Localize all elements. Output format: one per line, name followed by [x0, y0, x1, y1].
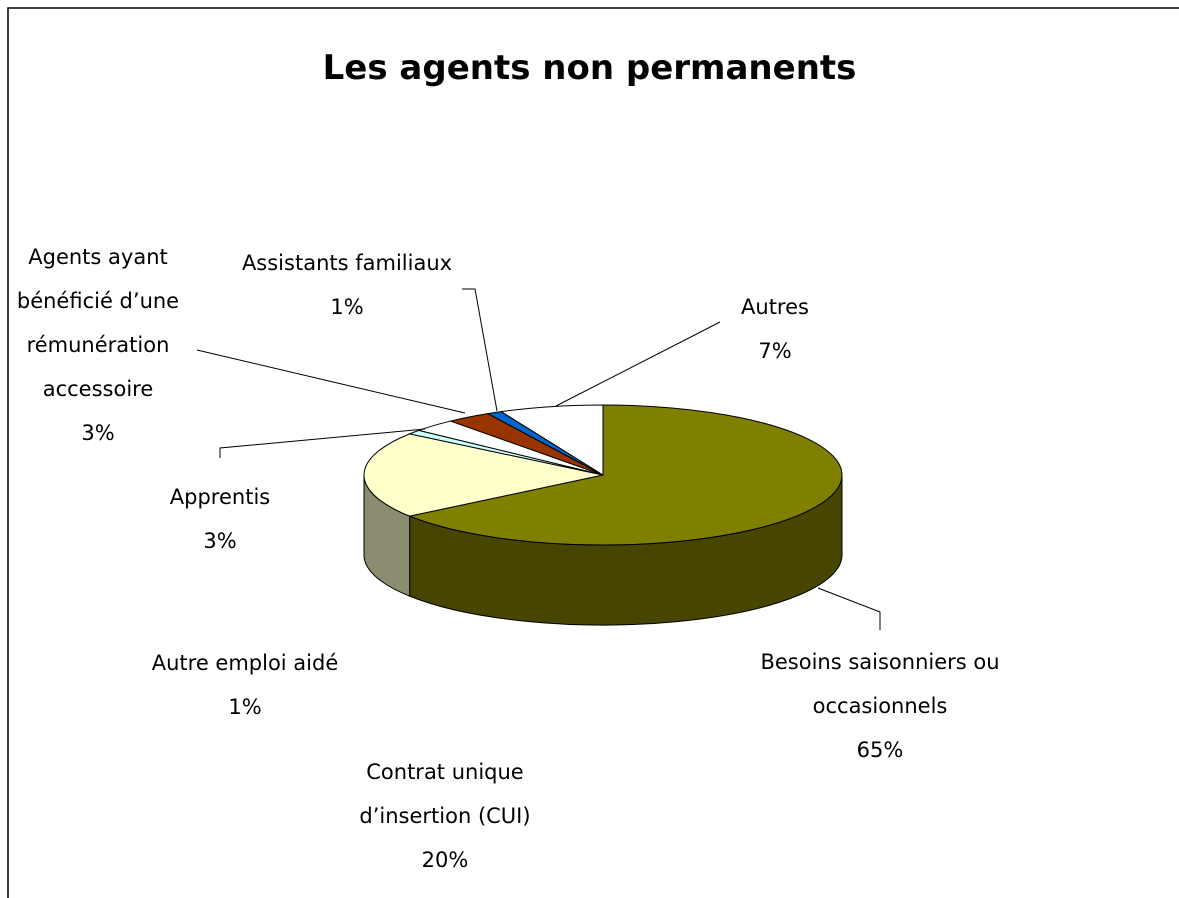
slice-label: Autre emploi aidé 1%	[125, 641, 365, 729]
slice	[363, 433, 604, 517]
value-label: 20%	[421, 848, 469, 872]
slice-label: Autres 7%	[705, 285, 845, 373]
value-label: 3%	[81, 421, 115, 445]
leader-line	[555, 321, 721, 407]
category-label: Apprentis	[169, 485, 271, 509]
value-label: 3%	[203, 529, 237, 553]
value-label: 1%	[228, 695, 262, 719]
leader-line	[462, 288, 498, 412]
category-label: Agents ayant bénéficié d’une rémunératio…	[16, 245, 180, 401]
value-label: 65%	[856, 738, 904, 762]
category-label: Assistants familiaux	[241, 251, 453, 275]
leader-line	[219, 428, 426, 458]
leader-lines	[196, 288, 881, 630]
category-label: Contrat unique d’insertion (CUI)	[359, 760, 531, 828]
leader-line	[817, 587, 881, 630]
slice-label: Contrat unique d’insertion (CUI) 20%	[325, 750, 565, 882]
leader-line	[196, 349, 466, 414]
slice-label: Besoins saisonniers ou occasionnels 65%	[760, 640, 1000, 772]
slice-label: Assistants familiaux 1%	[217, 241, 477, 329]
category-label: Autre emploi aidé	[151, 651, 339, 675]
category-label: Besoins saisonniers ou occasionnels	[760, 650, 1000, 718]
category-label: Autres	[741, 295, 809, 319]
slice-label: Agents ayant bénéficié d’une rémunératio…	[0, 235, 198, 455]
value-label: 1%	[330, 295, 364, 319]
value-label: 7%	[758, 339, 792, 363]
chart-title: Les agents non permanents	[322, 48, 857, 88]
slice	[407, 404, 843, 546]
pie	[363, 404, 843, 626]
slice	[499, 404, 604, 476]
frame	[7, 7, 1179, 898]
slice-label: Apprentis 3%	[140, 475, 300, 563]
